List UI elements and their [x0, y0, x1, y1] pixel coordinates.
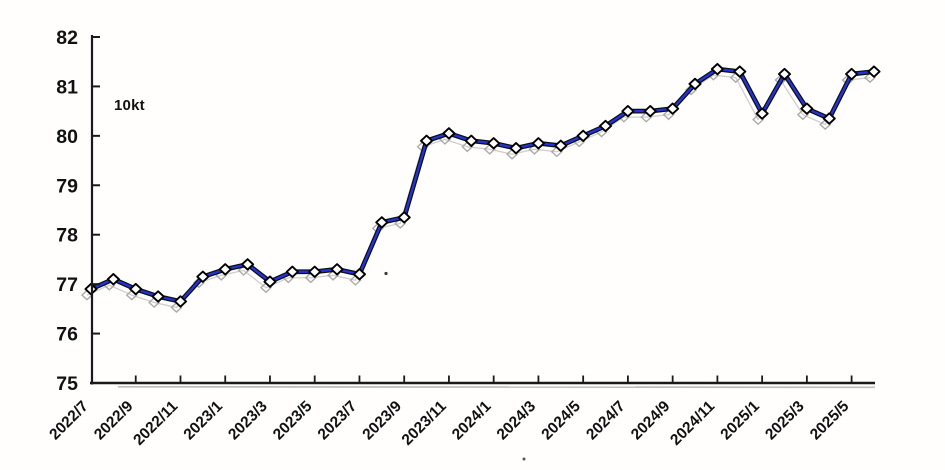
- data-point-marker: [442, 127, 456, 140]
- ghost-marker: [819, 118, 832, 131]
- y-tick-label: 79: [56, 175, 78, 197]
- data-point-marker: [263, 275, 277, 288]
- data-point-marker: [666, 102, 680, 115]
- y-tick-label: 80: [56, 126, 78, 148]
- y-tick-label: 76: [56, 324, 78, 346]
- x-tick-label: 2024/1: [449, 398, 495, 444]
- ghost-marker: [461, 141, 474, 153]
- ghost-marker: [640, 111, 653, 123]
- scan-speck: [384, 271, 388, 276]
- x-tick-label: 2024/3: [494, 398, 540, 444]
- data-point-marker: [822, 112, 836, 125]
- ghost-marker: [752, 114, 765, 126]
- data-point-marker: [352, 268, 367, 281]
- x-tick-label: 2023/7: [315, 398, 361, 444]
- x-tick-label: 2023/11: [399, 398, 450, 449]
- data-point-marker: [554, 139, 568, 152]
- data-point-marker: [196, 270, 210, 283]
- data-point-marker: [845, 67, 859, 81]
- ghost-marker: [796, 109, 809, 121]
- x-tick-label: 2024/7: [583, 398, 629, 444]
- series-line: [89, 67, 876, 303]
- data-point-marker: [487, 137, 501, 150]
- data-point-marker: [151, 290, 165, 303]
- data-point-marker: [308, 265, 322, 278]
- ghost-marker: [259, 282, 273, 294]
- data-point-marker: [173, 295, 188, 308]
- data-point-marker: [576, 129, 590, 142]
- y-tick-label: 77: [56, 274, 78, 296]
- data-point-marker: [777, 67, 792, 81]
- data-point-marker: [375, 216, 389, 229]
- data-point-marker: [464, 134, 478, 147]
- data-point-marker: [420, 134, 434, 147]
- ghost-marker: [483, 143, 496, 155]
- data-point-marker: [285, 265, 299, 278]
- x-tick-label: 2023/5: [270, 398, 316, 444]
- data-point-marker: [688, 77, 702, 91]
- data-point-marker: [867, 65, 881, 78]
- y-tick-label: 75: [56, 373, 78, 395]
- y-tick-label: 81: [56, 76, 78, 98]
- y-tick-label: 78: [56, 225, 78, 247]
- x-tick-label: 2025/1: [717, 398, 763, 444]
- x-axis-scan-shadow: [117, 385, 876, 389]
- data-point-marker: [800, 102, 814, 115]
- ghost-marker: [304, 272, 317, 284]
- data-point-marker: [509, 142, 523, 155]
- x-tick-label: 2023/1: [181, 398, 227, 444]
- unit-label: 10kt: [114, 97, 145, 114]
- data-point-marker: [397, 211, 411, 224]
- ghost-marker: [170, 301, 183, 313]
- ghost-marker: [550, 146, 563, 158]
- data-point-marker: [621, 104, 635, 118]
- scan-speck: [522, 457, 526, 461]
- x-tick-label: 2025/3: [762, 398, 808, 444]
- y-tick-label: 82: [56, 27, 78, 49]
- data-point-marker: [531, 137, 545, 150]
- x-tick-label: 2024/5: [538, 398, 584, 444]
- data-point-marker: [733, 65, 747, 78]
- data-point-marker: [106, 273, 120, 286]
- data-point-marker: [330, 263, 344, 276]
- ghost-marker: [349, 274, 362, 286]
- data-point-marker: [129, 282, 143, 296]
- data-point-marker: [643, 104, 657, 118]
- x-tick-label: 2024/11: [667, 398, 718, 449]
- data-point-marker: [710, 62, 724, 76]
- data-point-marker: [598, 119, 613, 133]
- data-point-marker: [755, 107, 769, 120]
- ghost-marker: [148, 296, 161, 309]
- x-tick-label: 2022/7: [46, 398, 92, 444]
- data-point-marker: [241, 258, 255, 271]
- x-tick-label: 2025/5: [807, 398, 853, 444]
- ghost-marker: [416, 141, 429, 153]
- ghost-marker: [125, 289, 138, 301]
- x-tick-label: 2023/3: [225, 398, 271, 444]
- x-tick-label: 2022/11: [130, 398, 181, 449]
- ghost-marker: [506, 148, 519, 160]
- data-point-marker: [218, 263, 232, 276]
